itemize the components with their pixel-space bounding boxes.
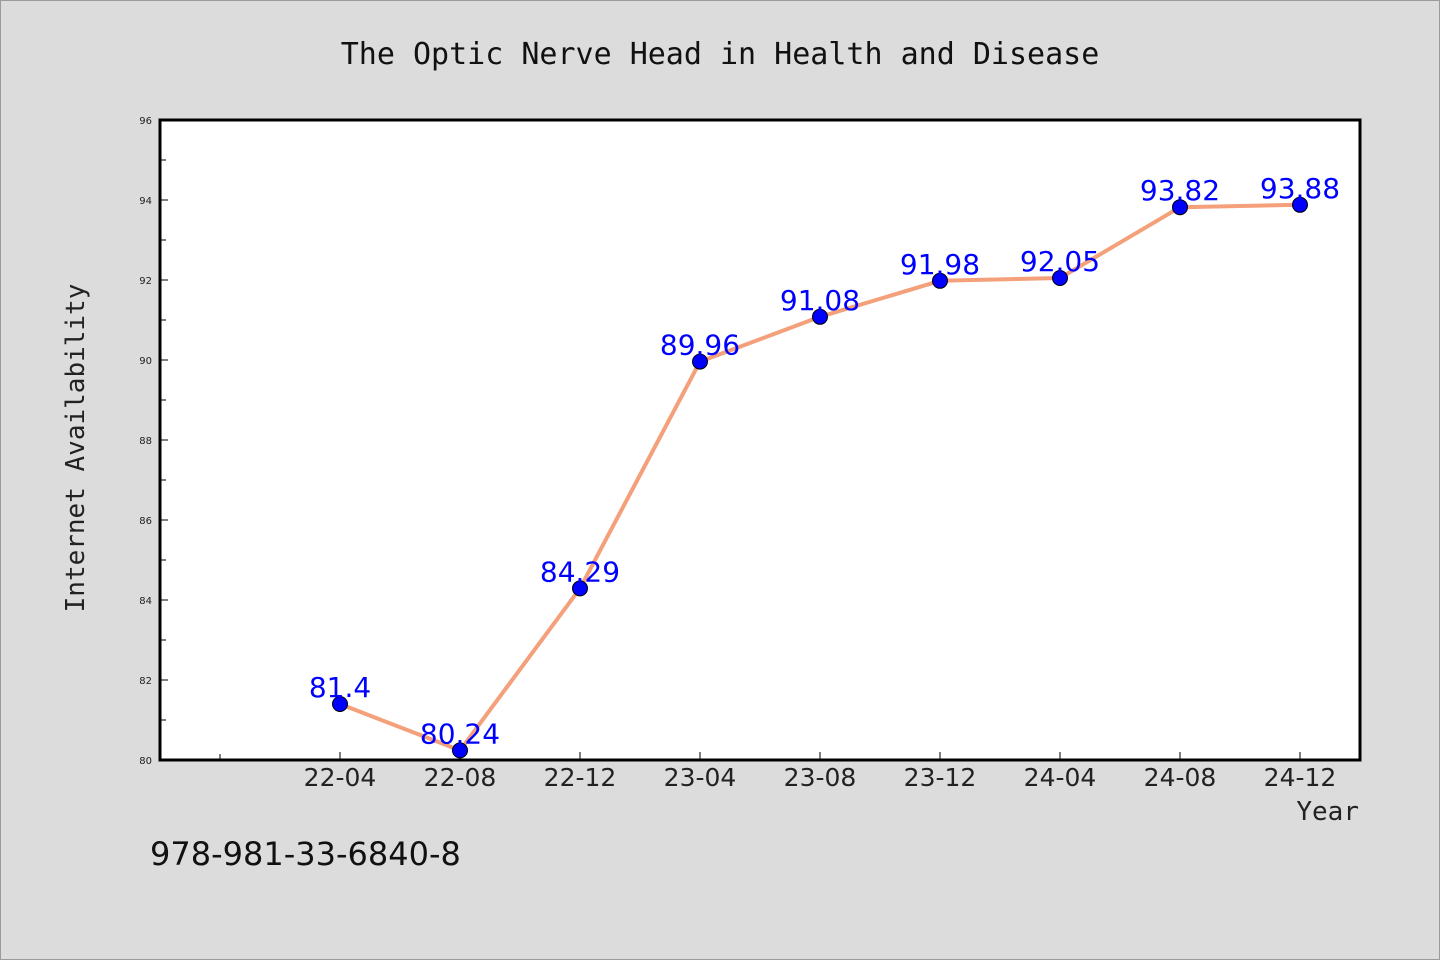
x-tick-label: 24-12 xyxy=(1264,763,1337,792)
data-labels-group: 81.4 80.24 84.29 89.96 91.08 91.98 92.05 93.82 9… xyxy=(309,172,1340,751)
data-point xyxy=(812,308,828,325)
data-label: 91.98 xyxy=(900,248,980,281)
x-tick-label: 23-08 xyxy=(784,763,857,792)
y-tick-label: 92 xyxy=(139,276,152,287)
chart-title: The Optic Nerve Head in Health and Disea… xyxy=(341,37,1100,72)
data-label: 93.82 xyxy=(1140,174,1220,207)
x-tick-label: 22-08 xyxy=(424,763,497,792)
data-label: 93.88 xyxy=(1260,172,1340,205)
data-label: 89.96 xyxy=(660,329,740,362)
y-tick-label: 88 xyxy=(139,436,152,447)
x-tick-label: 23-04 xyxy=(664,763,737,792)
series-markers-group xyxy=(332,196,1308,759)
data-point xyxy=(1172,199,1188,216)
x-tick-label: 23-12 xyxy=(904,763,977,792)
data-point xyxy=(332,696,348,712)
data-label: 91.08 xyxy=(780,284,860,317)
data-point xyxy=(692,353,708,370)
plot-area xyxy=(158,118,1362,762)
y-axis: 80 82 84 86 88 90 92 94 96 xyxy=(139,116,168,767)
data-label: 84.29 xyxy=(540,555,620,588)
y-tick-label: 86 xyxy=(139,516,152,527)
data-point xyxy=(452,742,468,759)
data-label: 92.05 xyxy=(1020,245,1100,278)
y-tick-label: 82 xyxy=(139,676,152,687)
data-point xyxy=(932,272,948,289)
y-tick-label: 80 xyxy=(139,756,152,767)
x-tick-label: 22-04 xyxy=(304,763,377,792)
data-point xyxy=(1052,270,1068,286)
data-point xyxy=(572,580,588,597)
x-tick-label: 24-04 xyxy=(1024,763,1097,792)
y-axis-label: Internet Availability xyxy=(61,284,91,613)
y-tick-label: 90 xyxy=(139,356,152,367)
data-label: 81.4 xyxy=(309,671,371,704)
x-tick-label: 24-08 xyxy=(1144,763,1217,792)
x-axis-label: Year xyxy=(1296,797,1359,827)
x-axis: 22-04 22-08 22-12 23-04 23-08 23-12 24-04 24-08… xyxy=(219,752,1337,792)
data-point xyxy=(1292,196,1308,213)
y-tick-label: 84 xyxy=(139,596,152,607)
y-tick-label: 94 xyxy=(139,196,152,207)
y-tick-label: 96 xyxy=(139,116,152,127)
x-tick-label: 22-12 xyxy=(544,763,617,792)
data-label: 80.24 xyxy=(420,717,500,750)
isbn-text: 978-981-33-6840-8 xyxy=(150,835,461,873)
